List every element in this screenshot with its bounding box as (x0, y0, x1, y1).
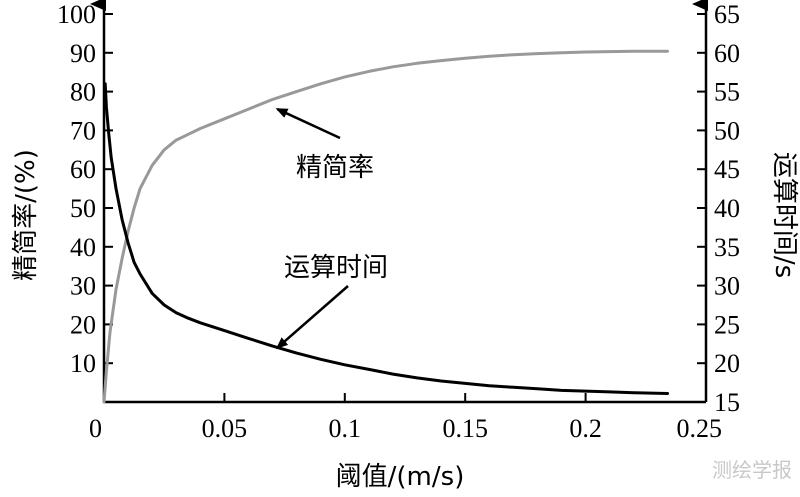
right-y-tick-label: 30 (714, 272, 740, 301)
left-y-axis-ticks: 10 20 30 40 50 60 70 80 90 100 (57, 0, 113, 378)
right-y-tick-label: 25 (714, 310, 740, 339)
left-y-tick-label: 50 (70, 194, 96, 223)
right-y-tick-label: 50 (714, 116, 740, 145)
right-y-axis-label: 运算时间/s (769, 152, 799, 278)
x-tick-label: 0.25 (677, 414, 723, 443)
series-line-reduction-rate (102, 49, 669, 404)
right-y-tick-label: 60 (714, 39, 740, 68)
right-y-tick-label: 45 (714, 155, 740, 184)
series-layer (102, 49, 669, 404)
annotation-label: 精简率 (296, 153, 374, 183)
left-y-tick-label: 100 (57, 0, 96, 29)
left-y-tick-label: 90 (70, 39, 96, 68)
right-y-tick-label: 35 (714, 233, 740, 262)
right-y-tick-label: 15 (714, 388, 740, 417)
left-y-tick-label: 60 (70, 155, 96, 184)
left-y-tick-label: 10 (70, 349, 96, 378)
x-tick-label: 0 (89, 414, 102, 443)
x-axis-ticks: 0 0.05 0.1 0.15 0.2 0.25 (89, 393, 722, 443)
left-y-tick-label: 20 (70, 310, 96, 339)
right-y-tick-label: 20 (714, 349, 740, 378)
left-y-axis-label: 精简率/(%) (11, 149, 41, 281)
axes (90, 0, 708, 404)
x-tick-label: 0.15 (442, 414, 488, 443)
x-axis-label: 阈值/(m/s) (336, 462, 465, 492)
left-y-tick-label: 70 (70, 116, 96, 145)
left-y-tick-label: 30 (70, 272, 96, 301)
annotation-arrow (275, 285, 349, 349)
left-y-tick-label: 80 (70, 78, 96, 107)
right-y-axis-ticks: 15 20 25 30 35 40 45 50 55 60 65 (697, 0, 740, 417)
right-y-tick-label: 55 (714, 78, 740, 107)
x-tick-label: 0.2 (569, 414, 602, 443)
watermark: 测绘学报 (712, 458, 792, 482)
x-tick-label: 0.05 (202, 414, 248, 443)
annotation-arrow (275, 107, 341, 140)
x-tick-label: 0.1 (329, 414, 362, 443)
right-y-tick-label: 40 (714, 194, 740, 223)
left-y-tick-label: 40 (70, 233, 96, 262)
series-line-runtime (103, 82, 669, 395)
right-y-tick-label: 65 (714, 0, 740, 29)
annotation-label: 运算时间 (284, 253, 388, 283)
